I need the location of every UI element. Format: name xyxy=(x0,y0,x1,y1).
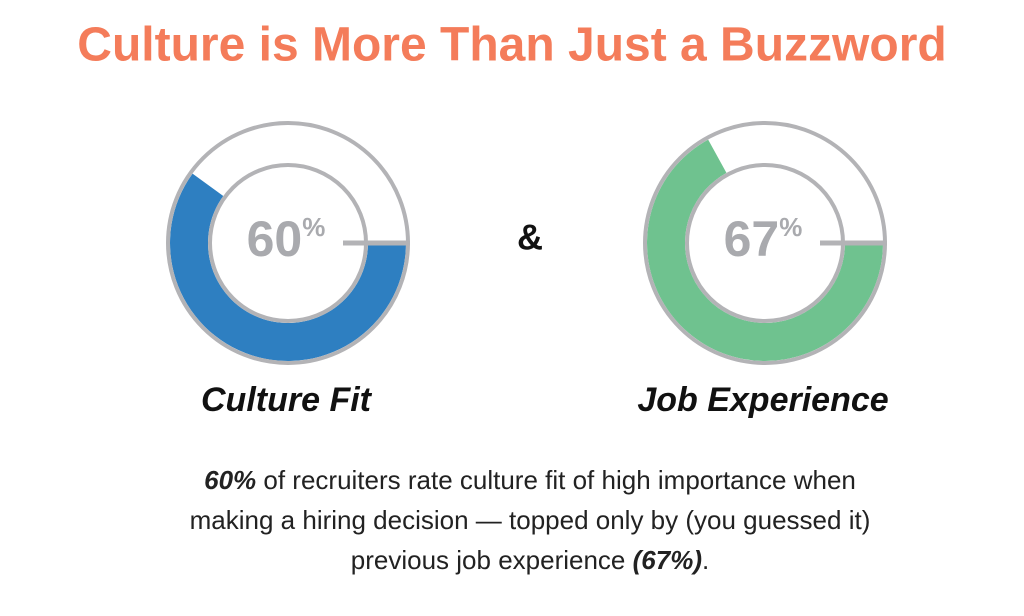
bold-text: 60% xyxy=(204,465,257,495)
connector: & xyxy=(517,217,543,258)
value-number: 67 xyxy=(724,211,780,267)
paragraph-line: previous job experience (67%). xyxy=(80,540,980,580)
donut-segment xyxy=(647,139,883,362)
value-label: 67% xyxy=(724,211,803,267)
value-number: 60 xyxy=(247,211,303,267)
donut-label: Job Experience xyxy=(637,381,888,419)
value-label: 60% xyxy=(247,211,326,267)
text: of recruiters rate culture fit of high i… xyxy=(256,465,856,495)
text: . xyxy=(701,545,710,575)
bold-text: (67%) xyxy=(632,545,702,575)
paragraph: 60% of recruiters rate culture fit of hi… xyxy=(80,460,980,580)
title: Culture is More Than Just a Buzzword xyxy=(77,19,946,72)
value-unit: % xyxy=(779,212,802,242)
text: making a hiring decision — topped only b… xyxy=(189,505,871,535)
paragraph-line: 60% of recruiters rate culture fit of hi… xyxy=(80,460,980,500)
text: previous job experience xyxy=(350,545,633,575)
paragraph-line: making a hiring decision — topped only b… xyxy=(80,500,980,540)
value-unit: % xyxy=(302,212,325,242)
donut-label: Culture Fit xyxy=(201,381,373,419)
donut-segment xyxy=(170,173,407,361)
